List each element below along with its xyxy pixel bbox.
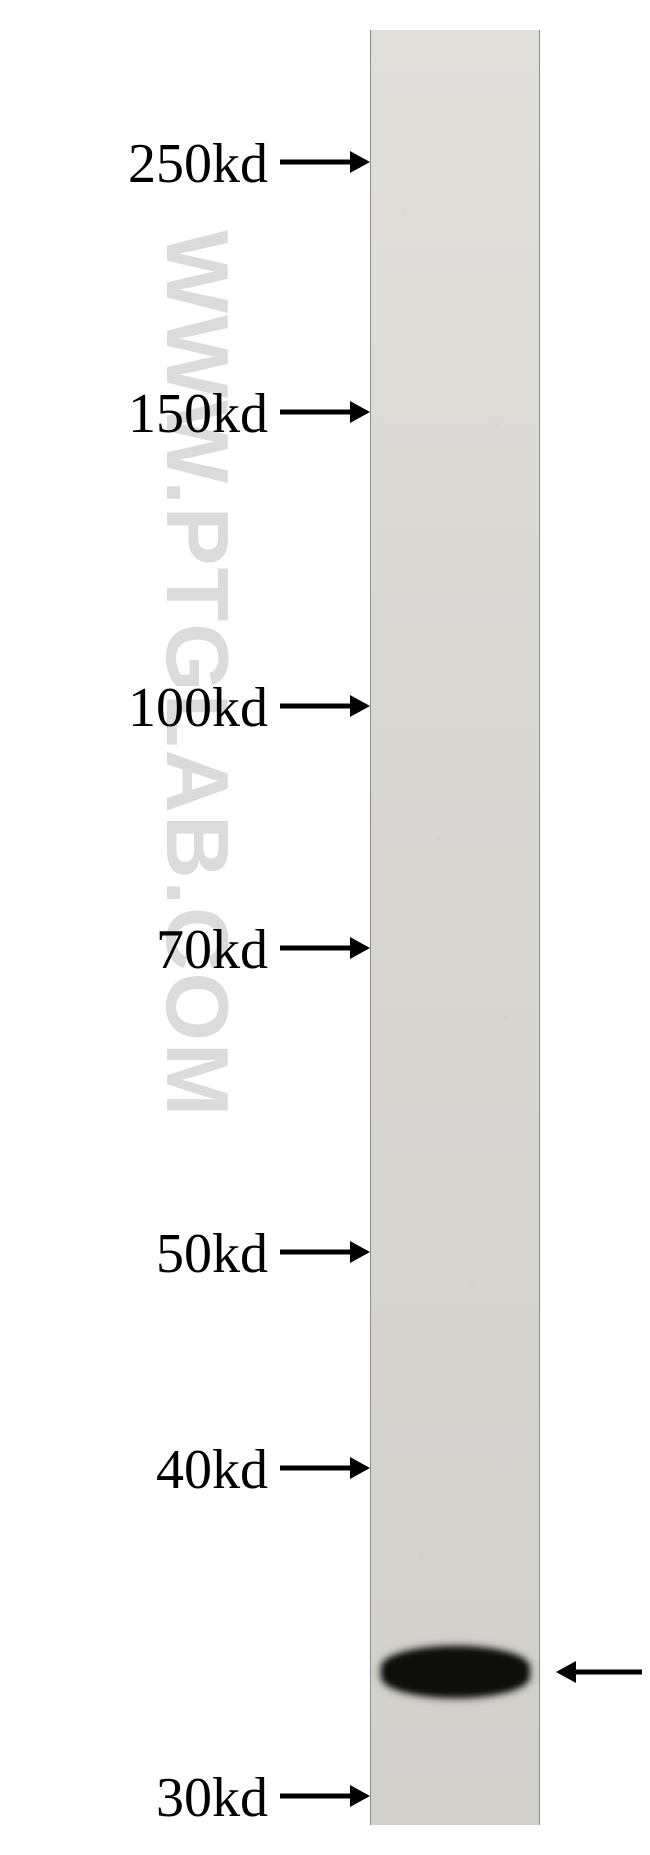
result-arrow — [556, 1652, 642, 1697]
arrow-right-icon — [280, 928, 370, 973]
marker-label: 30kd — [156, 1766, 268, 1830]
marker-row: 70kd — [156, 916, 370, 984]
arrow-left-icon — [556, 1652, 642, 1692]
marker-row: 30kd — [156, 1764, 370, 1832]
marker-label: 40kd — [156, 1438, 268, 1502]
marker-label: 100kd — [128, 676, 268, 740]
arrow-right-icon — [280, 142, 370, 187]
marker-label: 150kd — [128, 382, 268, 446]
marker-row: 250kd — [128, 130, 370, 198]
arrow-right-icon — [280, 1776, 370, 1821]
marker-row: 100kd — [128, 674, 370, 742]
blot-lane — [370, 30, 540, 1825]
western-blot-figure: WWW.PTGLAB.COM 250kd150kd100kd70kd50kd40… — [0, 0, 650, 1855]
arrow-right-icon — [280, 392, 370, 437]
marker-row: 150kd — [128, 380, 370, 448]
protein-band — [383, 1648, 528, 1696]
arrow-right-icon — [280, 686, 370, 731]
marker-label: 70kd — [156, 918, 268, 982]
arrow-right-icon — [280, 1448, 370, 1493]
lane-noise — [371, 30, 539, 1825]
marker-label: 250kd — [128, 132, 268, 196]
marker-row: 50kd — [156, 1220, 370, 1288]
marker-label: 50kd — [156, 1222, 268, 1286]
arrow-right-icon — [280, 1232, 370, 1277]
marker-row: 40kd — [156, 1436, 370, 1504]
